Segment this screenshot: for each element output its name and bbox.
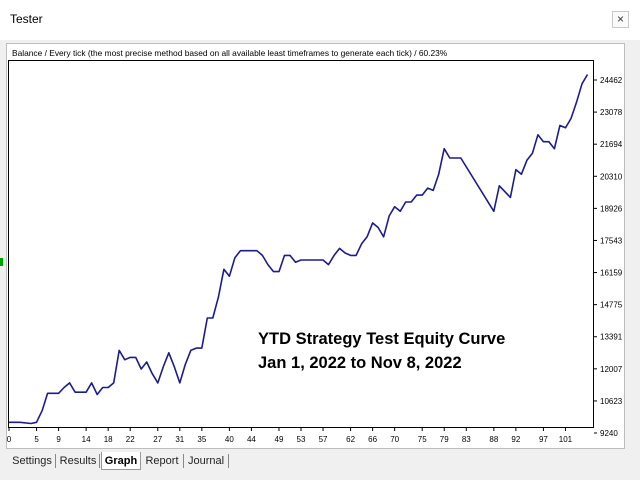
x-tick-label: 79 — [440, 435, 449, 444]
y-axis: 9240 10623 12007 13391 14775 16159 17543 18926 2… — [594, 76, 623, 438]
tab-graph[interactable]: Graph — [101, 452, 141, 470]
x-tick-label: 57 — [319, 435, 328, 444]
x-tick-label: 0 — [7, 435, 12, 444]
y-tick-label: 18926 — [600, 204, 623, 213]
tab-bar: Settings Results Graph Report Journal — [0, 449, 640, 480]
x-tick-label: 92 — [511, 435, 520, 444]
x-tick-label: 62 — [346, 435, 355, 444]
y-tick-label: 20310 — [600, 172, 623, 181]
x-tick-label: 9 — [56, 435, 61, 444]
annotation-title: YTD Strategy Test Equity Curve — [258, 330, 505, 348]
y-tick-label: 21694 — [600, 140, 623, 149]
x-tick-label: 66 — [368, 435, 377, 444]
y-tick-label: 14775 — [600, 301, 623, 310]
chart-panel — [6, 43, 625, 449]
y-tick-label: 12007 — [600, 365, 623, 374]
title-bar: Tester × — [0, 0, 640, 40]
x-tick-label: 5 — [34, 435, 39, 444]
x-tick-label: 44 — [247, 435, 256, 444]
tab-separator — [183, 454, 184, 468]
y-tick-label: 23078 — [600, 108, 623, 117]
x-tick-label: 18 — [104, 435, 113, 444]
x-tick-label: 49 — [275, 435, 284, 444]
x-tick-label: 53 — [297, 435, 306, 444]
x-tick-label: 31 — [175, 435, 184, 444]
x-tick-label: 83 — [462, 435, 471, 444]
x-axis: 0 5 9 14 18 22 27 31 35 40 44 49 53 57 62 66 70 75 79 83 88 9… — [7, 428, 573, 444]
x-tick-label: 35 — [197, 435, 206, 444]
y-tick-label: 16159 — [600, 269, 623, 278]
x-tick-label: 40 — [225, 435, 234, 444]
x-tick-label: 101 — [559, 435, 573, 444]
tab-journal[interactable]: Journal — [187, 455, 225, 467]
plot-area — [8, 60, 594, 428]
y-tick-label: 13391 — [600, 333, 623, 342]
close-icon[interactable]: × — [616, 12, 624, 26]
x-tick-label: 75 — [418, 435, 427, 444]
tab-report[interactable]: Report — [145, 455, 179, 467]
tab-separator — [99, 454, 100, 468]
x-tick-label: 97 — [539, 435, 548, 444]
x-tick-label: 70 — [390, 435, 399, 444]
y-tick-label: 9240 — [600, 429, 618, 438]
tab-separator — [55, 454, 56, 468]
close-button[interactable]: × — [612, 11, 629, 28]
edge-marker — [0, 258, 3, 266]
x-tick-label: 88 — [489, 435, 498, 444]
window-title: Tester — [10, 12, 43, 26]
chart-header-text: Balance / Every tick (the most precise m… — [12, 48, 448, 58]
tab-settings[interactable]: Settings — [12, 455, 52, 467]
y-tick-label: 10623 — [600, 397, 623, 406]
tab-separator — [228, 454, 229, 468]
x-tick-label: 27 — [153, 435, 162, 444]
annotation-date-range: Jan 1, 2022 to Nov 8, 2022 — [258, 354, 462, 372]
y-tick-label: 24462 — [600, 76, 623, 85]
x-tick-label: 22 — [126, 435, 135, 444]
x-tick-label: 14 — [82, 435, 91, 444]
y-tick-label: 17543 — [600, 236, 623, 245]
equity-line — [9, 74, 589, 425]
tab-results[interactable]: Results — [59, 455, 97, 467]
